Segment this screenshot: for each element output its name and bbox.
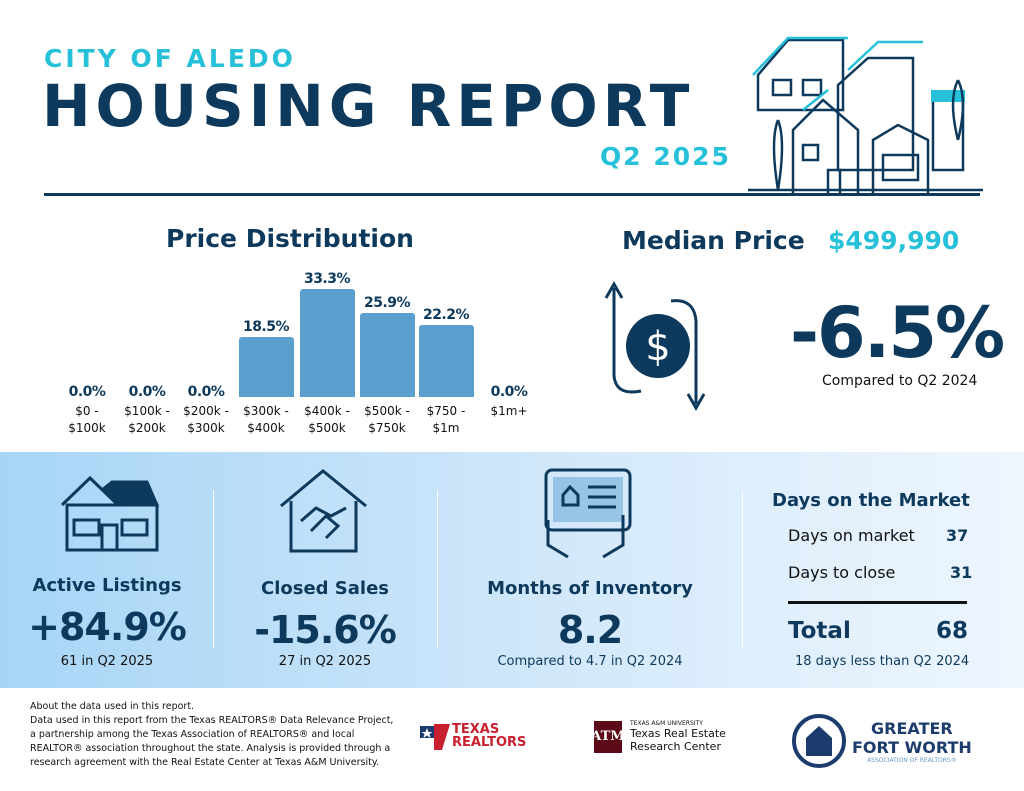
dom-row-label: Days to close — [788, 563, 896, 582]
metrics-band — [0, 452, 1024, 688]
category-label-line: $400k — [247, 421, 285, 435]
metric-note: 27 in Q2 2025 — [278, 654, 372, 669]
bar — [419, 325, 474, 397]
gfw-line3: ASSOCIATION OF REALTORS® — [867, 756, 957, 764]
median-price-change: -6.5% — [790, 292, 1005, 374]
metric-note: Compared to 4.7 in Q2 2024 — [497, 654, 683, 669]
bar-value-label: 0.0% — [490, 384, 528, 400]
dom-row-value: 31 — [950, 563, 973, 582]
metric-label: Active Listings — [32, 575, 182, 596]
category-label: $300k - $400k — [231, 403, 301, 437]
footer-line: About the data used in this report. — [30, 701, 195, 712]
category-label-line: $100k — [68, 421, 106, 435]
category-label-line: $1m — [432, 421, 460, 435]
bar — [300, 289, 355, 397]
category-label: $200k - $300k — [171, 403, 241, 437]
median-price-label: Median Price — [622, 226, 805, 255]
category-label-line: $750 - — [426, 404, 466, 418]
category-label-line: $100k - — [124, 404, 170, 418]
houses-illustration-icon — [748, 36, 983, 195]
category-label: $750 - $1m — [411, 403, 481, 437]
dom-row-label: Days on market — [788, 526, 915, 545]
category-label-line: $400k - — [304, 404, 350, 418]
category-label: $400k - $500k — [292, 403, 362, 437]
category-label: $1m+ — [474, 403, 544, 420]
tamu-mark-icon: ATM — [591, 720, 625, 753]
bar-value-label: 0.0% — [68, 384, 106, 400]
category-label: $0 - $100k — [52, 403, 122, 437]
texas-realtors-text: TEXAS REALTORS — [452, 722, 527, 750]
metric-label: Months of Inventory — [487, 578, 693, 599]
tablet-hands-icon — [544, 468, 632, 559]
category-label: $100k - $200k — [112, 403, 182, 437]
report-quarter: Q2 2025 — [600, 142, 731, 171]
tamu-logo: ATM TEXAS A&M UNIVERSITY Texas Real Esta… — [591, 720, 726, 753]
footer-about: About the data used in this report. Data… — [30, 700, 400, 770]
bar-value-label: 18.5% — [242, 319, 290, 336]
bar-value-label: 0.0% — [187, 384, 225, 400]
dom-row-value: 37 — [946, 526, 969, 545]
dom-title: Days on the Market — [772, 490, 970, 511]
gfw-line1: GREATER — [871, 718, 953, 738]
divider — [213, 490, 214, 648]
texas-realtors-logo: TEXAS REALTORS — [420, 722, 527, 750]
handshake-house-icon — [280, 469, 367, 553]
report-title: HOUSING REPORT — [42, 72, 695, 140]
metric-label: Closed Sales — [260, 578, 390, 599]
dom-note: 18 days less than Q2 2024 — [795, 654, 970, 669]
bar — [239, 337, 294, 397]
gfw-line2: FORT WORTH — [852, 737, 972, 757]
gfw-logo: GREATER FORT WORTH ASSOCIATION OF REALTO… — [792, 714, 972, 768]
bar-value-label: 25.9% — [363, 295, 411, 312]
tamu-line2: Research Center — [630, 740, 721, 753]
gfw-mark-icon — [792, 714, 846, 768]
bar-value-label: 33.3% — [303, 271, 351, 288]
category-label-line: $300k - — [243, 404, 289, 418]
category-label-line: $0 - — [75, 404, 99, 418]
dom-total-label: Total — [788, 618, 851, 644]
category-label-line: $500k — [308, 421, 346, 435]
median-price-compare: Compared to Q2 2024 — [822, 373, 978, 389]
metric-note: 61 in Q2 2025 — [60, 654, 154, 669]
metric-value: -15.6% — [254, 608, 397, 652]
svg-text:$: $ — [645, 324, 670, 370]
divider — [437, 490, 438, 648]
median-price-value: $499,990 — [828, 226, 960, 255]
tamu-small: TEXAS A&M UNIVERSITY — [630, 720, 703, 727]
category-label-line: $500k - — [364, 404, 410, 418]
header-divider — [44, 193, 980, 196]
category-label-line: $1m+ — [490, 404, 528, 418]
metric-value: 8.2 — [557, 608, 623, 652]
divider — [742, 490, 743, 648]
category-label-line: $200k — [128, 421, 166, 435]
category-label: $500k - $750k — [352, 403, 422, 437]
city-subtitle: CITY OF ALEDO — [44, 44, 296, 73]
tamu-line1: Texas Real Estate — [630, 727, 726, 740]
category-label-line: $300k — [187, 421, 225, 435]
bar-value-label: 0.0% — [128, 384, 166, 400]
footer-line: Data used in this report from the Texas … — [30, 715, 394, 768]
dom-total-rule — [788, 601, 967, 604]
house-icon — [60, 475, 160, 552]
category-label-line: $750k — [368, 421, 406, 435]
bar-value-label: 22.2% — [422, 307, 470, 324]
dollar-cycle-icon: $ — [604, 280, 706, 412]
texas-realtors-mark-icon — [420, 724, 450, 750]
bar — [360, 313, 415, 397]
price-distribution-title: Price Distribution — [166, 224, 414, 253]
dom-total-value: 68 — [936, 618, 969, 644]
category-label-line: $200k - — [183, 404, 229, 418]
metric-value: +84.9% — [28, 605, 187, 649]
